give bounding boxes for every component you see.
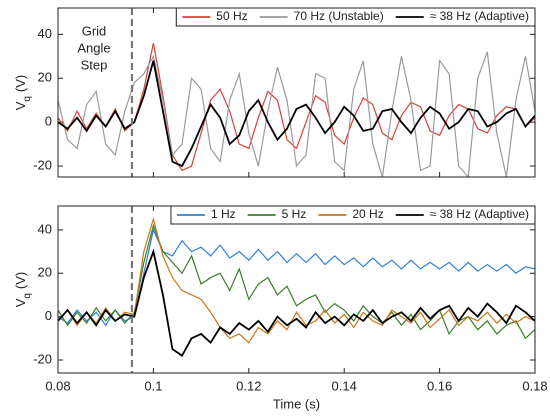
legend-label: ≈ 38 Hz (Adaptive) bbox=[430, 207, 529, 221]
y-tick-label: 20 bbox=[38, 265, 52, 280]
plot-area bbox=[58, 206, 535, 373]
legend-box bbox=[175, 7, 536, 27]
x-tick-label: 0.16 bbox=[427, 378, 452, 393]
x-axis-label: Time (s) bbox=[273, 396, 320, 411]
legend-label: 20 Hz bbox=[352, 207, 383, 221]
plot-lines bbox=[58, 42, 535, 177]
y-tick-label: 0 bbox=[45, 308, 52, 323]
plot-area bbox=[58, 8, 535, 177]
y-tick-label: -20 bbox=[33, 157, 52, 172]
series-line bbox=[58, 216, 535, 344]
y-label-unit: (V) bbox=[13, 272, 28, 289]
y-label-sub: q bbox=[22, 293, 33, 299]
legend: 1 Hz 5 Hz 20 Hz ≈ 38 Hz (Adaptive) bbox=[170, 205, 536, 225]
y-tick-label: -20 bbox=[33, 351, 52, 366]
annotation: Step bbox=[81, 57, 108, 72]
legend-label: ≈ 38 Hz (Adaptive) bbox=[430, 9, 529, 23]
x-tick-label: 0.14 bbox=[332, 378, 357, 393]
y-tick-label: 20 bbox=[38, 70, 52, 85]
legend-box bbox=[170, 205, 536, 225]
y-label-sub: q bbox=[22, 96, 33, 102]
legend-label: 5 Hz bbox=[282, 207, 307, 221]
x-tick-label: 0.08 bbox=[45, 378, 70, 393]
series-line bbox=[58, 60, 535, 168]
y-axis-label: Vq (V) bbox=[13, 272, 33, 308]
y-tick-label: 40 bbox=[38, 221, 52, 236]
legend: 50 Hz 70 Hz (Unstable) ≈ 38 Hz (Adaptive) bbox=[175, 7, 536, 27]
y-tick-label: 40 bbox=[38, 26, 52, 41]
y-label-main: V bbox=[13, 101, 28, 110]
x-tick-label: 0.18 bbox=[522, 378, 547, 393]
y-label-unit: (V) bbox=[13, 75, 28, 92]
legend-label: 1 Hz bbox=[211, 207, 236, 221]
series-line bbox=[58, 248, 535, 357]
legend-label: 70 Hz (Unstable) bbox=[294, 9, 384, 23]
legend-label: 50 Hz bbox=[216, 9, 247, 23]
y-tick-label: 0 bbox=[45, 114, 52, 129]
y-axis-label: Vq (V) bbox=[13, 75, 33, 111]
series-line bbox=[58, 51, 535, 177]
y-label-main: V bbox=[13, 298, 28, 307]
x-tick-label: 0.1 bbox=[144, 378, 162, 393]
annotation: Grid bbox=[82, 23, 107, 38]
plot-lines bbox=[58, 216, 535, 357]
annotation: Angle bbox=[77, 40, 110, 55]
x-tick-label: 0.12 bbox=[236, 378, 261, 393]
